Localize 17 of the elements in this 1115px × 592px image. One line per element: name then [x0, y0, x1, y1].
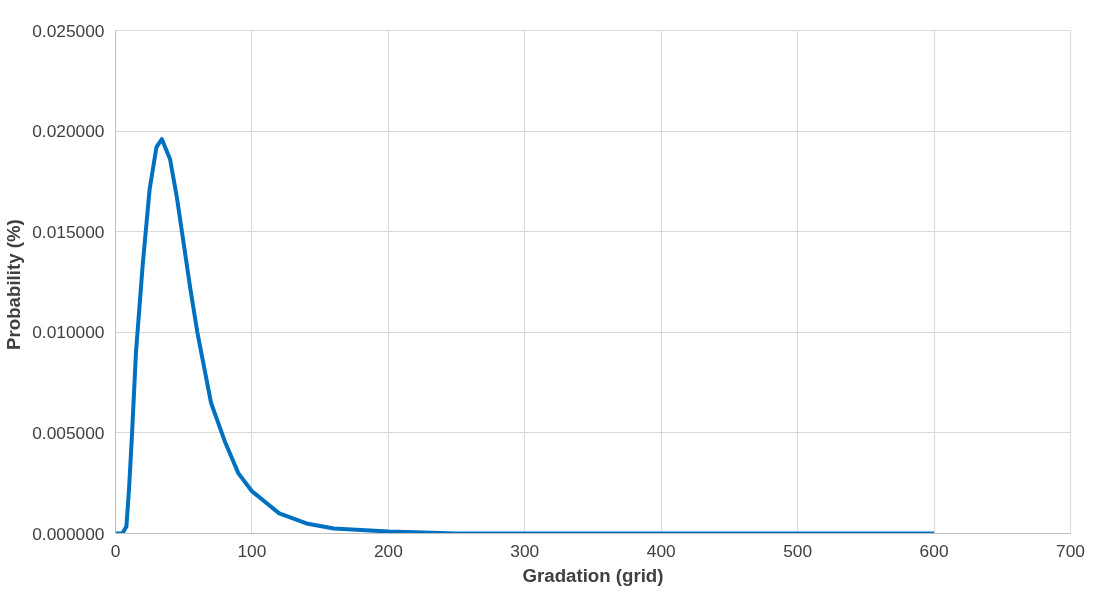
- y-tick-label: 0.010000: [32, 322, 105, 343]
- x-tick-label: 400: [646, 540, 676, 561]
- y-tick-label: 0.020000: [32, 121, 105, 142]
- y-tick-label: 0.015000: [32, 221, 105, 242]
- y-axis-title: Probability (%): [3, 219, 25, 350]
- y-tick-label: 0.025000: [32, 20, 105, 41]
- y-tick-label: 0.000000: [32, 523, 105, 544]
- x-tick-label: 500: [783, 540, 813, 561]
- x-tick-label: 300: [510, 540, 540, 561]
- x-axis-title: Gradation (grid): [522, 564, 664, 586]
- x-tick-label: 200: [373, 540, 403, 561]
- x-tick-label: 100: [237, 540, 267, 561]
- x-tick-label: 700: [1056, 540, 1085, 561]
- line-series: [115, 137, 937, 534]
- x-tick-label: 0: [110, 540, 121, 561]
- x-tick-label: 600: [919, 540, 949, 561]
- y-tick-label: 0.005000: [32, 422, 105, 443]
